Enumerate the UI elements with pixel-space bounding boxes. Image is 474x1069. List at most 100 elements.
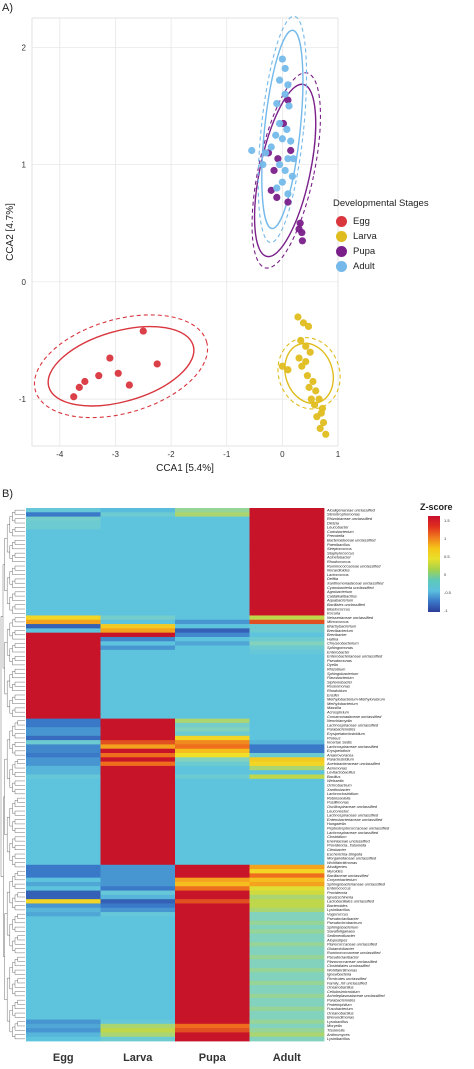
dendrogram-branch [12, 876, 15, 887]
row-label: Aquabacterium [326, 598, 354, 603]
heatmap-cell [175, 950, 250, 956]
larva-point [309, 377, 317, 386]
adult-point [273, 184, 281, 192]
dendrogram-branch [12, 919, 15, 930]
legend-item-adult: Adult [333, 259, 473, 274]
heatmap-cell [26, 920, 101, 926]
heatmap-cell [249, 735, 325, 741]
larva-point [302, 357, 310, 366]
heatmap-cell [26, 877, 101, 883]
heatmap-cell [100, 899, 176, 904]
row-label: Incertae Sedis [327, 740, 352, 745]
heatmap-cell [249, 907, 325, 913]
heatmap-cell [175, 843, 250, 848]
heatmap-cell [249, 654, 325, 659]
heatmap-cell [100, 546, 176, 552]
heatmap-cell [26, 533, 101, 539]
heatmap-cell [26, 589, 101, 595]
dendrogram-branch [12, 632, 25, 640]
row-dendrogram [0, 509, 25, 1040]
row-label: Glutamicibacter [327, 946, 355, 951]
heatmap-cell [249, 959, 325, 965]
pupa-point [274, 155, 282, 163]
heatmap-cell [100, 838, 176, 844]
heatmap-cell [249, 525, 325, 530]
heatmap-cell [100, 529, 176, 535]
egg-point [139, 327, 147, 335]
heatmap-cell [175, 787, 250, 793]
heatmap-cell [175, 529, 250, 535]
heatmap-cell [100, 1006, 176, 1012]
dendrogram-branch [14, 800, 25, 807]
dendrogram-branch [12, 580, 25, 588]
dendrogram-branch [14, 883, 25, 889]
heatmap-cell [26, 959, 101, 965]
heatmap-cell [175, 679, 250, 685]
heatmap-cell [249, 864, 325, 870]
row-label: Neochlamydia [327, 718, 352, 723]
dendrogram-branch [12, 619, 25, 627]
heatmap-cell [249, 834, 325, 840]
heatmap-cell [100, 765, 176, 771]
pupa-point [296, 219, 304, 227]
row-label: Methylobacterium-Methylorubrum [327, 697, 386, 702]
heatmap-cell [100, 593, 176, 599]
heatmap-cell [100, 959, 176, 965]
dendrogram-branch [14, 1023, 25, 1031]
heatmap-cell [100, 813, 176, 818]
row-label: Ignatzschineria [327, 894, 354, 899]
dendrogram-branch [14, 552, 25, 558]
heatmap-cell [175, 783, 250, 788]
heatmap-cell [26, 550, 101, 556]
heatmap-cell [26, 1019, 101, 1025]
colorbar-tick-label: 0.5 [444, 554, 450, 559]
heatmap-cell [26, 933, 101, 939]
heatmap-cell [26, 697, 101, 702]
heatmap-cell [175, 907, 250, 913]
heatmap-cell [26, 538, 101, 543]
heatmap-cell [249, 757, 325, 763]
heatmap-cell [249, 753, 325, 758]
heatmap-cell [249, 963, 325, 969]
dendrogram-branch [14, 948, 25, 954]
heatmap-cell [26, 658, 101, 664]
heatmap-cell [26, 946, 101, 952]
panel-b-label: B) [2, 488, 13, 500]
colorbar-tick-label: 1.5 [444, 518, 450, 523]
dendrogram-branch [12, 684, 25, 691]
row-label: Leuconostoc [327, 808, 349, 813]
heatmap-cell [100, 920, 176, 926]
row-label: Lysinibacillus [327, 907, 350, 912]
row-label: Cellulosimicrobium [327, 989, 360, 994]
dendrogram-branch [14, 780, 25, 786]
dendrogram-branch [12, 645, 25, 653]
heatmap-cell [175, 976, 250, 982]
row-label: Atopostipes [326, 937, 347, 942]
heatmap-cell [100, 538, 176, 543]
heatmap-cell [175, 967, 250, 973]
heatmap-cell [100, 697, 176, 702]
row-label: Brevibacter [327, 632, 347, 637]
heatmap-cell [249, 546, 325, 552]
heatmap-cell [249, 692, 325, 698]
row-label: Pusillimonas [327, 800, 349, 805]
dendrogram-branch [14, 789, 25, 795]
heatmap-cell [26, 808, 101, 814]
row-label: Enterococcus [327, 886, 351, 891]
egg-point [153, 360, 161, 368]
dendrogram-branch [0, 616, 4, 877]
row-label: Paraclostridium [327, 757, 355, 762]
colorbar-tick-label: 0 [444, 572, 447, 577]
heatmap-cell [175, 740, 250, 745]
heatmap-cell [100, 967, 176, 973]
row-label: Vagococcus [327, 911, 348, 916]
dendrogram-branch [17, 978, 25, 984]
legend-label: Larva [353, 231, 377, 242]
dendrogram-branch [9, 622, 13, 637]
row-label: Sphingobacterium [327, 924, 359, 929]
heatmap-cell [249, 912, 325, 917]
row-label: Pseudoclavibacter [327, 954, 359, 959]
heatmap-cell [26, 525, 101, 530]
heatmap-cell [26, 1036, 101, 1042]
heatmap-cell [26, 641, 101, 646]
